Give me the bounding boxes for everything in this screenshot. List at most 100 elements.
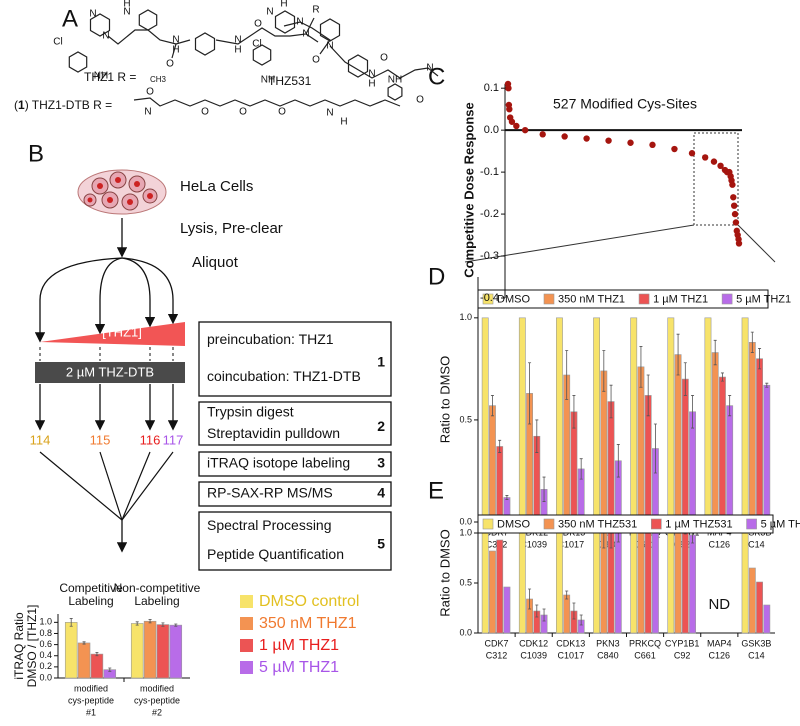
data-point <box>561 133 568 140</box>
legend-label: 1 µM THZ531 <box>665 518 732 530</box>
error-bar <box>758 348 762 370</box>
legend-label: DMSO control <box>259 593 359 610</box>
x-tick-label: C1017 <box>558 650 585 660</box>
y-tick-label: -0.2 <box>480 208 499 220</box>
bar <box>652 524 659 634</box>
isotope-label: 114 <box>30 432 51 447</box>
step-box <box>198 451 392 477</box>
ring <box>274 10 296 34</box>
ring <box>387 83 403 101</box>
bar <box>169 624 183 679</box>
error-bar <box>95 652 99 657</box>
bar <box>756 358 763 523</box>
group-label: Competitive <box>59 581 123 595</box>
atom-label: O <box>254 19 262 30</box>
bar <box>681 378 689 523</box>
atom-label: N <box>296 17 303 28</box>
step-box <box>198 321 392 397</box>
atom-label: O <box>239 107 247 118</box>
atom-label: O <box>201 107 209 118</box>
arrow <box>94 257 123 335</box>
step-text: Streptavidin pulldown <box>207 425 340 441</box>
bar <box>637 517 645 634</box>
bar <box>630 317 638 523</box>
ring <box>89 13 111 37</box>
legend-swatch <box>240 595 253 608</box>
x-tick-label: MAP4 <box>707 638 732 648</box>
atom-label: N <box>172 35 179 46</box>
error-bar <box>691 395 695 429</box>
bar <box>496 539 504 634</box>
atom-label: H <box>172 45 179 56</box>
atom-label: R <box>312 5 319 16</box>
step-box <box>198 481 392 507</box>
error-bar <box>720 372 724 382</box>
ring <box>68 51 88 73</box>
y-tick-label: 1.0 <box>39 617 52 627</box>
y-axis-label: Competitive Dose Response <box>461 102 476 278</box>
y-tick-label: -0.4 <box>480 292 499 304</box>
x-tick-label: PRKCQ <box>629 638 661 648</box>
data-point <box>506 105 513 113</box>
legend-label: 350 nM THZ531 <box>558 518 637 530</box>
text: 1 <box>18 98 25 112</box>
atom-label: O <box>146 87 154 98</box>
gradient-label: [THZ1] <box>102 324 142 339</box>
error-bar <box>542 476 546 502</box>
legend-swatch <box>240 639 253 652</box>
atom-label: H <box>280 0 287 10</box>
data-point <box>701 154 709 161</box>
y-tick-label: 0.0 <box>39 672 52 682</box>
step-number: 5 <box>377 536 385 552</box>
error-bar <box>135 621 139 626</box>
legend-swatch <box>482 518 494 530</box>
probe-label: 2 µM THZ-DTB <box>66 364 154 379</box>
zoom-line <box>464 224 695 263</box>
merge-line <box>121 451 151 521</box>
bar <box>630 532 638 634</box>
atom-label: NH <box>94 71 108 82</box>
error-bar <box>505 495 509 500</box>
x-tick-label: C1039 <box>520 650 547 660</box>
data-point <box>735 240 743 247</box>
merge-line <box>121 451 174 521</box>
bar <box>763 384 771 523</box>
y-axis-label: iTRAQ Ratio <box>12 612 26 680</box>
arrow <box>121 257 156 328</box>
error-bar <box>572 395 576 429</box>
bar <box>518 317 526 523</box>
x-tick-label: #1 <box>86 707 96 717</box>
error-bar <box>616 444 620 478</box>
data-point <box>729 181 736 188</box>
group-label: Labeling <box>134 594 179 608</box>
legend-label: 1 µM THZ1 <box>653 293 708 305</box>
atom-label: N <box>426 63 433 74</box>
bar <box>637 366 645 523</box>
bar <box>64 622 78 679</box>
data-point <box>627 139 634 146</box>
panel-label: D <box>428 263 445 290</box>
zoom-line <box>737 224 776 263</box>
legend-label: 5 µM THZ1 <box>736 293 791 305</box>
x-tick-label: C92 <box>674 650 691 660</box>
panel-label: E <box>428 477 444 504</box>
atom-label: O <box>166 59 174 70</box>
x-tick-label: C14 <box>748 539 765 549</box>
atom-label: N <box>234 35 241 46</box>
isotope-label: 116 <box>140 432 161 447</box>
ring <box>252 44 272 66</box>
error-bar <box>174 623 178 627</box>
atom-label: H <box>123 0 130 10</box>
bar <box>719 376 726 523</box>
bar <box>90 653 104 679</box>
text: ( <box>14 98 18 112</box>
atom-label: Cl <box>252 39 261 50</box>
legend-label: DMSO <box>497 293 530 305</box>
step-text: iTRAQ isotope labeling <box>207 455 350 471</box>
x-tick-label: C1039 <box>520 539 547 549</box>
bar <box>489 550 496 634</box>
atom-label: NH <box>261 75 275 86</box>
bar <box>496 446 504 523</box>
data-point <box>521 126 529 134</box>
atom-label: O <box>312 55 320 66</box>
